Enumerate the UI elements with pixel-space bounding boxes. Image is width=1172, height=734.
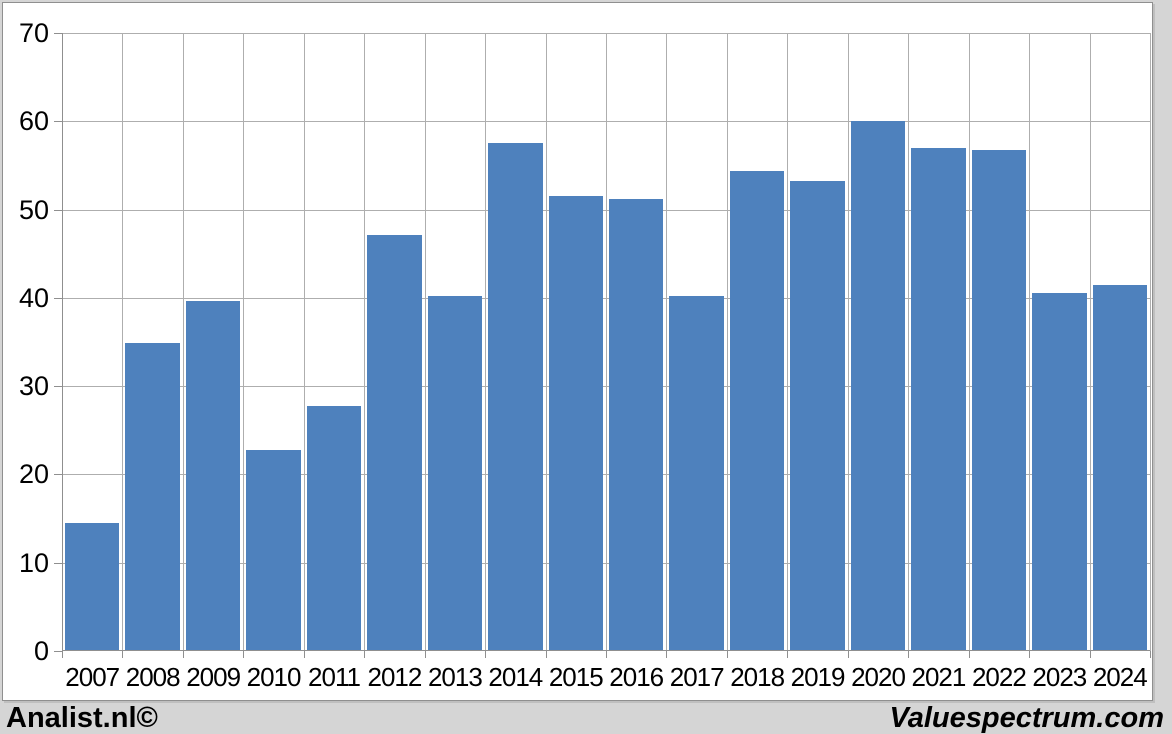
gridline-vertical bbox=[727, 33, 728, 651]
bar-2015 bbox=[548, 196, 603, 651]
gridline-vertical bbox=[908, 33, 909, 651]
x-axis-tick bbox=[848, 651, 849, 658]
x-tick-label: 2022 bbox=[971, 662, 1027, 692]
bar-2007 bbox=[65, 523, 120, 651]
y-tick-label: 70 bbox=[18, 18, 49, 48]
y-axis-tick bbox=[54, 297, 62, 299]
x-axis-tick bbox=[425, 651, 426, 658]
y-tick-label: 50 bbox=[18, 194, 49, 225]
x-axis-tick bbox=[243, 651, 244, 658]
x-axis-tick bbox=[908, 651, 909, 658]
x-axis-tick bbox=[485, 651, 486, 658]
x-axis-tick bbox=[1029, 651, 1030, 658]
x-axis-tick bbox=[62, 651, 63, 658]
gridline-vertical bbox=[1090, 33, 1091, 651]
plot-area bbox=[54, 33, 1151, 658]
gridline-vertical bbox=[485, 33, 486, 651]
y-axis-tick bbox=[54, 209, 62, 211]
gridline-vertical bbox=[364, 33, 365, 651]
x-axis-tick bbox=[304, 651, 305, 658]
bar-chart: 0 10 20 30 40 50 60 70 2007 2008 2009 2010 2011 2012… bbox=[2, 2, 1153, 701]
bar-2009 bbox=[185, 301, 241, 651]
bar-2016 bbox=[609, 199, 664, 651]
gridline-vertical bbox=[183, 33, 184, 651]
x-axis-tick bbox=[727, 651, 728, 658]
bar-2023 bbox=[1032, 293, 1087, 651]
gridline-vertical bbox=[1150, 33, 1151, 651]
y-axis-tick bbox=[54, 651, 62, 652]
x-tick-label: 2017 bbox=[669, 662, 725, 692]
y-axis-tick bbox=[54, 386, 62, 388]
attribution-valuespectrum: Valuespectrum.com bbox=[889, 701, 1164, 734]
gridline-vertical bbox=[787, 33, 788, 651]
bar-2021 bbox=[911, 148, 966, 651]
y-tick-label: 30 bbox=[18, 371, 49, 402]
y-tick-label: 20 bbox=[18, 459, 49, 490]
y-tick-label: 40 bbox=[18, 282, 49, 313]
x-tick-label: 2012 bbox=[367, 662, 423, 692]
x-axis-tick bbox=[1090, 651, 1091, 658]
x-tick-label: 2024 bbox=[1092, 662, 1148, 692]
y-axis-tick bbox=[54, 474, 62, 476]
x-axis-tick bbox=[969, 651, 970, 658]
gridline-vertical bbox=[243, 33, 244, 651]
gridline-vertical bbox=[606, 33, 607, 651]
x-axis-tick bbox=[787, 651, 788, 658]
x-axis-tick bbox=[122, 651, 123, 658]
gridline-vertical bbox=[546, 33, 547, 651]
x-axis-tick bbox=[666, 651, 667, 658]
x-tick-label: 2019 bbox=[790, 662, 846, 692]
y-axis-line bbox=[62, 33, 63, 651]
x-tick-label: 2021 bbox=[911, 662, 967, 692]
x-tick-label: 2018 bbox=[730, 662, 785, 692]
gridline-vertical bbox=[666, 33, 667, 651]
x-tick-label: 2010 bbox=[246, 662, 302, 692]
y-tick-label: 60 bbox=[18, 106, 49, 137]
x-tick-label: 2020 bbox=[851, 662, 906, 692]
gridline-vertical bbox=[304, 33, 305, 651]
x-tick-label: 2013 bbox=[427, 662, 483, 692]
bar-2012 bbox=[367, 235, 422, 651]
x-axis-tick bbox=[606, 651, 607, 658]
bar-2018 bbox=[729, 171, 785, 651]
bar-2008 bbox=[125, 343, 180, 651]
attribution-analist: Analist.nl© bbox=[6, 701, 158, 734]
gridline-vertical bbox=[1029, 33, 1030, 651]
gridline-vertical bbox=[848, 33, 849, 651]
x-tick-label: 2011 bbox=[308, 662, 361, 692]
y-axis-tick bbox=[54, 562, 62, 564]
y-tick-label: 10 bbox=[18, 547, 49, 578]
bar-2017 bbox=[669, 296, 724, 651]
bar-2014 bbox=[488, 143, 543, 651]
x-tick-label: 2007 bbox=[65, 662, 120, 692]
x-tick-label: 2014 bbox=[488, 662, 543, 692]
bar-2024 bbox=[1092, 285, 1147, 651]
bar-2022 bbox=[971, 150, 1027, 651]
x-tick-label: 2016 bbox=[609, 662, 664, 692]
x-axis-tick bbox=[546, 651, 547, 658]
y-tick-label: 0 bbox=[33, 636, 49, 666]
x-tick-label: 2009 bbox=[186, 662, 241, 692]
x-axis-tick bbox=[183, 651, 184, 658]
x-tick-label: 2023 bbox=[1032, 662, 1087, 692]
x-tick-label: 2008 bbox=[125, 662, 181, 692]
bar-2020 bbox=[850, 121, 906, 651]
y-axis-tick bbox=[54, 121, 62, 123]
x-axis-line bbox=[62, 650, 1150, 651]
bar-2013 bbox=[427, 296, 483, 651]
bar-2010 bbox=[246, 450, 301, 651]
y-axis-tick bbox=[54, 33, 62, 34]
gridline-vertical bbox=[122, 33, 123, 651]
gridline-vertical bbox=[425, 33, 426, 651]
x-axis-tick bbox=[364, 651, 365, 658]
bar-2019 bbox=[790, 181, 845, 651]
gridline-vertical bbox=[969, 33, 970, 651]
attribution-footer: Analist.nl© Valuespectrum.com bbox=[0, 702, 1172, 734]
bar-2011 bbox=[306, 406, 362, 651]
x-tick-label: 2015 bbox=[548, 662, 604, 692]
x-axis-tick bbox=[1150, 651, 1151, 658]
